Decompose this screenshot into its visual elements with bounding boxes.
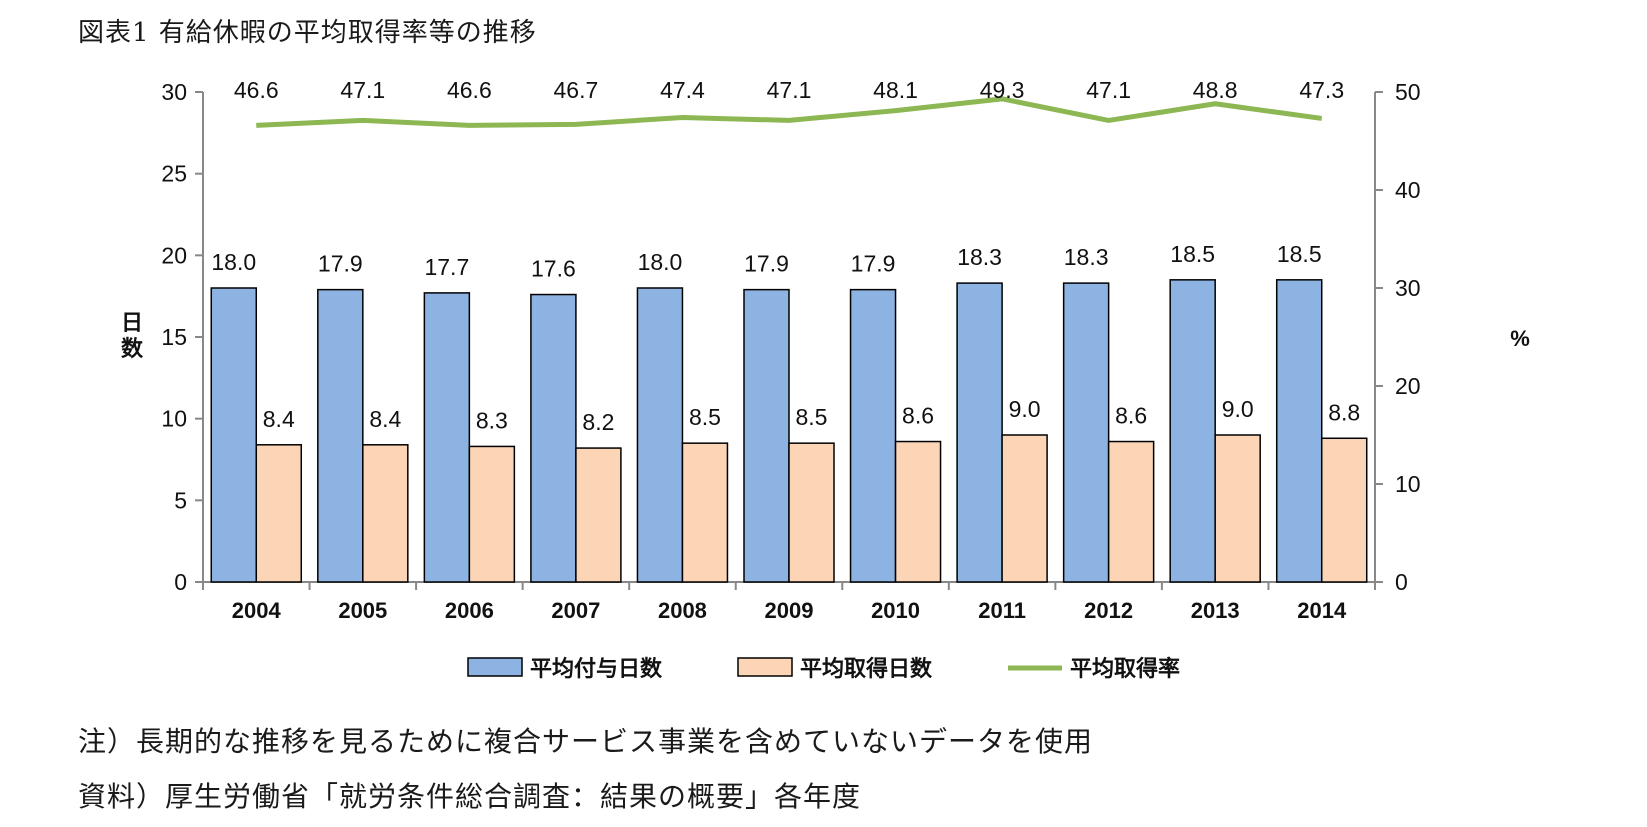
data-label-taken: 8.5 (796, 404, 828, 430)
x-tick-label: 2013 (1191, 598, 1240, 623)
x-tick-label: 2012 (1084, 598, 1133, 623)
bar-granted-days (956, 282, 1003, 583)
bar-granted-days (743, 288, 790, 583)
data-label-rate: 47.3 (1299, 77, 1344, 103)
data-label-granted: 17.9 (744, 251, 789, 277)
x-tick-label: 2008 (658, 598, 707, 623)
bar-taken-days (894, 440, 942, 583)
data-label-rate: 48.1 (873, 77, 918, 103)
data-label-taken: 8.3 (476, 407, 508, 433)
data-label-granted: 17.9 (851, 251, 896, 277)
bar-taken-days (1001, 434, 1048, 583)
data-label-taken: 9.0 (1222, 396, 1254, 422)
data-label-granted: 18.3 (957, 244, 1002, 270)
bar-taken-days (468, 445, 516, 583)
data-label-taken: 8.4 (369, 406, 401, 432)
data-label-granted: 17.6 (531, 256, 576, 282)
data-label-rate: 47.1 (340, 77, 385, 103)
line-acquisition-rate (256, 96, 1323, 128)
source-note: 資料）厚生労働省「就労条件総合調査：結果の概要」各年度 (78, 780, 862, 813)
right-tick-label: 50 (1395, 79, 1421, 105)
x-tick-label: 2004 (232, 598, 282, 623)
left-axis-label: 数 (121, 336, 144, 361)
x-tick-label: 2010 (871, 598, 920, 623)
chart-area: 0 5 10 15 20 25 30 0 10 20 30 40 50 日数 % 18.0 8.4 2004 17.… (121, 77, 1530, 681)
data-label-taken: 8.6 (902, 403, 934, 429)
legend-swatch-taken (737, 657, 793, 677)
data-label-taken: 8.5 (689, 404, 721, 430)
data-label-rate: 48.8 (1193, 77, 1238, 103)
x-tick-label: 2006 (445, 598, 494, 623)
legend-label-rate: 平均取得率 (1070, 656, 1180, 681)
data-label-granted: 17.7 (424, 254, 469, 280)
data-label-granted: 18.5 (1170, 241, 1215, 267)
bar-granted-days (530, 293, 577, 583)
data-label-granted: 18.0 (638, 249, 683, 275)
bar-taken-days (255, 444, 303, 583)
bar-taken-days (575, 447, 622, 583)
left-tick-label: 20 (161, 242, 187, 268)
left-tick-label: 0 (174, 569, 187, 595)
data-label-rate: 49.3 (980, 77, 1025, 103)
left-axis-label: 日 (121, 310, 143, 335)
data-label-taken: 8.4 (263, 406, 295, 432)
x-tick-label: 2014 (1297, 598, 1347, 623)
chart-title: 図表1 有給休暇の平均取得率等の推移 (78, 18, 537, 48)
x-tick-label: 2007 (551, 598, 600, 623)
data-label-granted: 18.0 (211, 249, 256, 275)
bar-taken-days (1107, 440, 1155, 583)
footnote: 注）長期的な推移を見るために複合サービス事業を含めていないデータを使用 (78, 725, 1094, 758)
bar-granted-days (849, 288, 897, 583)
bar-taken-days (681, 442, 729, 583)
left-tick-label: 25 (161, 161, 187, 187)
right-tick-label: 40 (1395, 177, 1421, 203)
bar-taken-days (362, 444, 409, 583)
bar-granted-days (210, 287, 258, 583)
bar-granted-days (636, 287, 684, 583)
right-tick-label: 10 (1395, 471, 1421, 497)
left-tick-label: 10 (161, 406, 187, 432)
right-tick-label: 30 (1395, 275, 1421, 301)
right-tick-label: 20 (1395, 373, 1421, 399)
data-label-rate: 47.1 (1086, 77, 1131, 103)
data-label-rate: 46.7 (554, 77, 599, 103)
left-tick-label: 5 (174, 487, 187, 513)
bar-taken-days (788, 442, 835, 583)
bar-granted-days (1169, 279, 1216, 583)
data-label-taken: 8.2 (582, 409, 614, 435)
data-label-rate: 47.1 (767, 77, 812, 103)
legend-swatch-granted (467, 657, 523, 677)
legend-label-granted: 平均付与日数 (530, 656, 663, 681)
bar-granted-days (423, 292, 471, 583)
right-tick-label: 0 (1395, 569, 1408, 595)
data-label-taken: 8.8 (1328, 399, 1360, 425)
left-tick-label: 30 (161, 79, 187, 105)
x-tick-label: 2005 (338, 598, 387, 623)
data-label-taken: 8.6 (1115, 403, 1147, 429)
data-label-granted: 18.5 (1277, 241, 1322, 267)
data-label-rate: 47.4 (660, 77, 705, 103)
left-tick-label: 15 (161, 324, 187, 350)
data-label-granted: 18.3 (1064, 244, 1109, 270)
bar-taken-days (1320, 437, 1368, 583)
legend-label-taken: 平均取得日数 (800, 656, 933, 681)
right-axis-label: % (1510, 326, 1530, 351)
data-label-rate: 46.6 (234, 77, 279, 103)
data-label-granted: 17.9 (318, 251, 363, 277)
bar-granted-days (1275, 279, 1323, 583)
data-label-rate: 46.6 (447, 77, 492, 103)
x-tick-label: 2009 (765, 598, 814, 623)
bar-granted-days (317, 288, 364, 583)
bar-taken-days (1214, 434, 1261, 583)
bar-granted-days (1062, 282, 1110, 583)
x-tick-label: 2011 (978, 598, 1026, 623)
data-label-taken: 9.0 (1009, 396, 1041, 422)
